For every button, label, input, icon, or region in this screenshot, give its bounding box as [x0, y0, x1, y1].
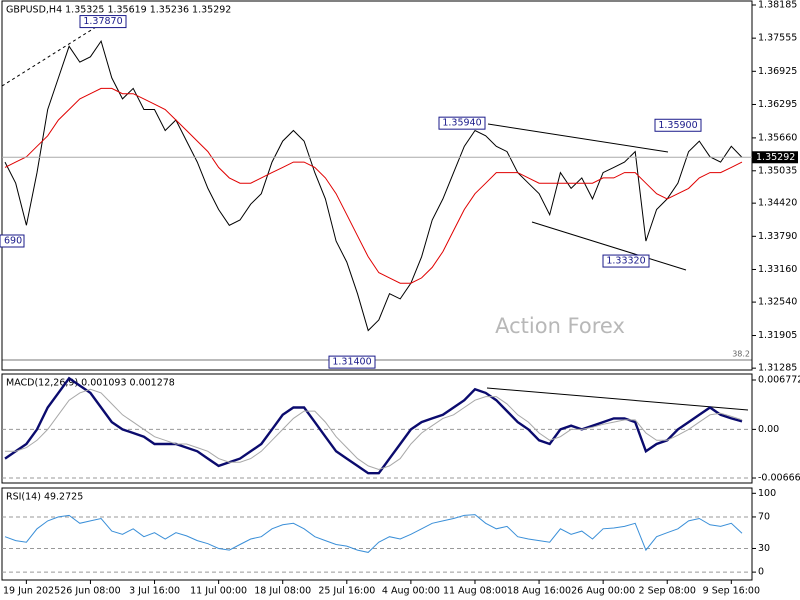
- y-tick-label: 30: [758, 543, 770, 554]
- x-tick-label: 26 Aug 00:00: [571, 586, 635, 597]
- x-tick-label: 3 Jul 16:00: [129, 586, 180, 597]
- x-tick-label: 25 Jul 16:00: [318, 586, 375, 597]
- panel-title: MACD(12,26,9) 0.001093 0.001278: [6, 378, 175, 389]
- series-line: [4, 514, 743, 553]
- y-tick-label: 1.36925: [758, 66, 797, 77]
- annotation-label: 1.37870: [83, 16, 122, 27]
- y-tick-label: 100: [758, 488, 776, 499]
- annotation-box: [438, 116, 486, 130]
- y-tick-label: 1.35660: [758, 132, 797, 143]
- x-tick-label: 9 Sep 16:00: [703, 586, 760, 597]
- y-tick-label: 1.31285: [758, 363, 797, 374]
- annotation-box: [602, 254, 650, 268]
- annotation-label: 1.33320: [606, 256, 645, 267]
- panel-frame: [1, 487, 753, 581]
- annotation-box: [0, 234, 25, 248]
- x-tick-label: 4 Aug 00:00: [382, 586, 440, 597]
- annotation-box: [328, 355, 376, 369]
- last-price-tag: [752, 151, 798, 164]
- panel-frame: [1, 373, 753, 484]
- panel-title: GBPUSD,H4 1.35325 1.35619 1.35236 1.3529…: [6, 5, 231, 16]
- series-line: [5, 388, 743, 471]
- series-line: [4, 376, 743, 475]
- y-tick-label: -0.006667: [758, 473, 800, 484]
- x-tick-label: 26 Jun 08:00: [60, 586, 120, 597]
- y-tick-label: 0.00: [758, 424, 779, 435]
- series-line: [4, 87, 743, 284]
- y-tick-label: 1.33160: [758, 264, 797, 275]
- x-tick-label: 18 Jul 08:00: [254, 586, 311, 597]
- annotation-label: 1.35940: [442, 118, 481, 129]
- x-tick-label: 19 Jun 2025: [3, 586, 60, 597]
- watermark: Action Forex: [495, 314, 625, 338]
- trend-line: [1, 21, 105, 87]
- panel-title: RSI(14) 49.2725: [6, 492, 83, 503]
- x-tick-label: 11 Jul 00:00: [190, 586, 247, 597]
- x-tick-label: 18 Aug 16:00: [507, 586, 571, 597]
- x-tick-label: 11 Aug 08:00: [443, 586, 507, 597]
- y-tick-label: 70: [758, 511, 770, 522]
- panel-frame: [1, 0, 753, 371]
- y-tick-label: 1.32540: [758, 297, 797, 308]
- y-tick-label: 1.36295: [758, 99, 797, 110]
- y-tick-label: 0: [758, 567, 764, 578]
- y-tick-label: 1.31905: [758, 330, 797, 341]
- annotation-label: 1.31400: [332, 357, 371, 368]
- trend-line: [486, 387, 749, 411]
- trend-line: [487, 123, 669, 153]
- y-tick-label: 1.34420: [758, 198, 797, 209]
- y-tick-label: 1.37555: [758, 33, 797, 44]
- annotation-box: [79, 15, 127, 29]
- y-tick-label: 1.35035: [758, 165, 797, 176]
- y-tick-label: 0.006772: [758, 374, 800, 385]
- annotation-label: 690: [4, 236, 22, 247]
- annotation-box: [654, 118, 702, 132]
- y-tick-label: 1.38185: [758, 0, 797, 11]
- last-price-label: 1.35292: [756, 152, 795, 163]
- trend-line: [531, 221, 687, 271]
- y-tick-label: 1.33790: [758, 231, 797, 242]
- fib-label: 38.2: [732, 350, 750, 359]
- x-tick-label: 2 Sep 08:00: [639, 586, 696, 597]
- annotation-label: 1.35900: [658, 120, 697, 131]
